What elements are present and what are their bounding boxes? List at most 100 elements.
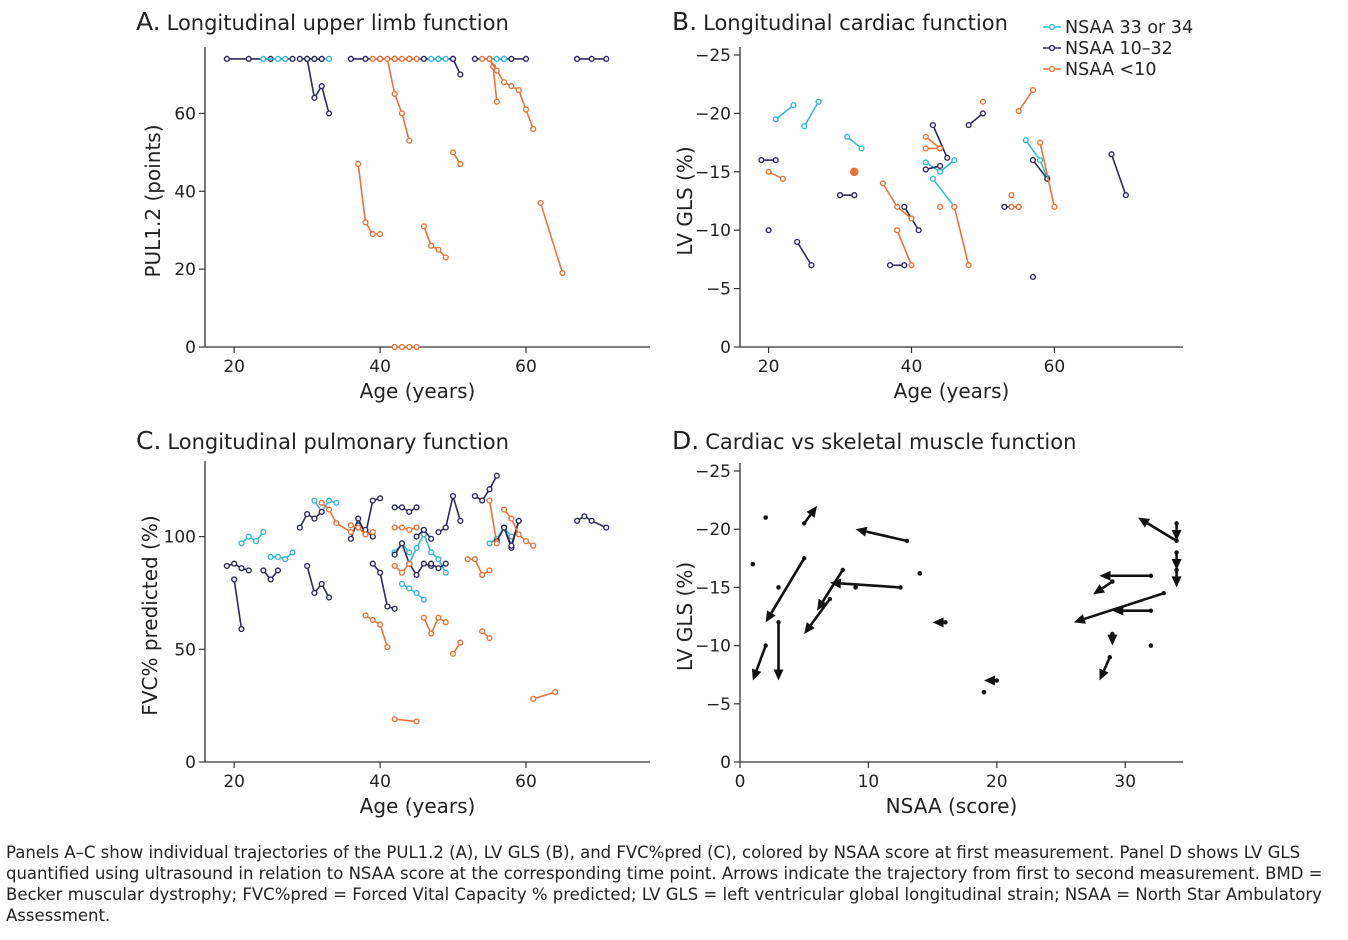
arrow-shaft: [821, 569, 844, 603]
series-low: [464, 556, 493, 579]
series-low: [765, 168, 786, 182]
data-point: [369, 529, 376, 536]
data-point: [1015, 203, 1022, 210]
trajectory-line: [350, 524, 374, 536]
arrow-head: [1099, 570, 1111, 581]
series-mid: [304, 562, 333, 601]
series-mid: [1108, 151, 1129, 199]
data-point: [376, 495, 384, 502]
trajectory-line: [539, 202, 564, 274]
series-mid: [223, 560, 252, 574]
arrow-start-point: [1110, 579, 1115, 584]
arrow-shaft: [755, 645, 767, 671]
data-point: [915, 227, 922, 234]
data-point: [347, 55, 355, 62]
series-mid: [922, 162, 944, 173]
arrow-head: [1138, 517, 1151, 528]
data-point: [772, 157, 779, 164]
trajectory-line: [394, 506, 417, 513]
data-point: [908, 215, 915, 222]
y-axis-label: PUL1.2 (points): [141, 124, 165, 277]
arrow-head: [932, 617, 944, 628]
data-point: [493, 67, 500, 74]
trajectory-line: [438, 492, 462, 533]
series-mid: [449, 55, 464, 78]
trajectory-arrow: [1093, 579, 1115, 595]
arrow-start-point: [840, 567, 845, 573]
data-point: [398, 504, 406, 511]
panel-c: C. Longitudinal pulmonary function 20 40 60 0…: [136, 426, 650, 818]
data-point: [376, 621, 384, 628]
data-point: [413, 55, 420, 62]
trajectory-arrow: [855, 526, 910, 544]
data-point: [886, 262, 894, 269]
series-mid: [391, 504, 420, 515]
panel-a: A. Longitudinal upper limb function 20 40 60…: [136, 7, 650, 403]
data-point: [522, 106, 530, 113]
data-point: [238, 540, 245, 547]
arrow-head: [983, 675, 995, 686]
data-point: [413, 504, 420, 511]
data-point: [493, 540, 500, 547]
data-point: [398, 540, 406, 547]
trajectory-line: [796, 241, 813, 266]
data-point: [1122, 192, 1129, 199]
data-point: [951, 157, 958, 164]
data-point: [479, 628, 486, 635]
data-point: [457, 71, 464, 78]
data-point: [750, 561, 756, 567]
trajectory-line: [401, 583, 425, 601]
data-point: [493, 472, 500, 479]
series-mid: [1029, 273, 1037, 281]
trajectory-line: [932, 178, 955, 208]
panel-title-text: Cardiac vs skeletal muscle function: [705, 430, 1076, 454]
data-point: [500, 79, 508, 86]
x-tick-label: 40: [369, 772, 391, 792]
data-point: [515, 86, 522, 94]
data-point: [428, 549, 435, 556]
y-tick-label: −15: [695, 163, 731, 183]
data-point: [413, 533, 420, 540]
y-tick-label: 50: [174, 640, 196, 660]
trajectory-line: [270, 551, 294, 561]
trajectory-arrow: [773, 620, 784, 681]
trajectory-arrow: [1171, 521, 1182, 541]
data-point: [296, 55, 303, 62]
arrow-start-point: [1148, 573, 1154, 578]
series-mid: [304, 55, 333, 117]
data-point: [500, 524, 508, 531]
trajectory-line: [357, 163, 381, 235]
y-tick-label: 0: [720, 338, 731, 358]
legend-label: NSAA 33 or 34: [1065, 18, 1193, 38]
trajectory-arrow: [1099, 655, 1113, 681]
data-point: [442, 569, 449, 576]
trajectory-arrow: [802, 505, 818, 526]
series-low: [347, 522, 376, 538]
arrow-head: [1112, 605, 1124, 616]
series-high: [844, 133, 865, 152]
trajectory-line: [488, 500, 498, 544]
trajectory-line: [576, 515, 607, 529]
series-low: [936, 203, 944, 210]
data-point: [442, 55, 449, 62]
series-low: [479, 628, 493, 642]
data-point: [435, 565, 442, 572]
data-point: [808, 262, 815, 269]
series-mid: [435, 492, 464, 536]
data-point: [479, 55, 486, 62]
y-tick-label: −5: [706, 280, 731, 300]
data-point: [267, 553, 274, 561]
data-point: [435, 529, 442, 536]
series-mid: [965, 110, 987, 129]
data-point: [428, 535, 435, 542]
data-point: [917, 571, 923, 576]
arrow-start-point: [802, 521, 807, 526]
x-tick-label: 40: [901, 357, 923, 377]
data-point: [428, 55, 435, 62]
y-tick-label: 0: [185, 753, 196, 773]
y-tick-label: 20: [174, 260, 196, 280]
data-point: [376, 569, 384, 576]
data-point: [851, 192, 858, 199]
series-high: [922, 157, 958, 175]
arrow-start-point: [1161, 591, 1166, 596]
